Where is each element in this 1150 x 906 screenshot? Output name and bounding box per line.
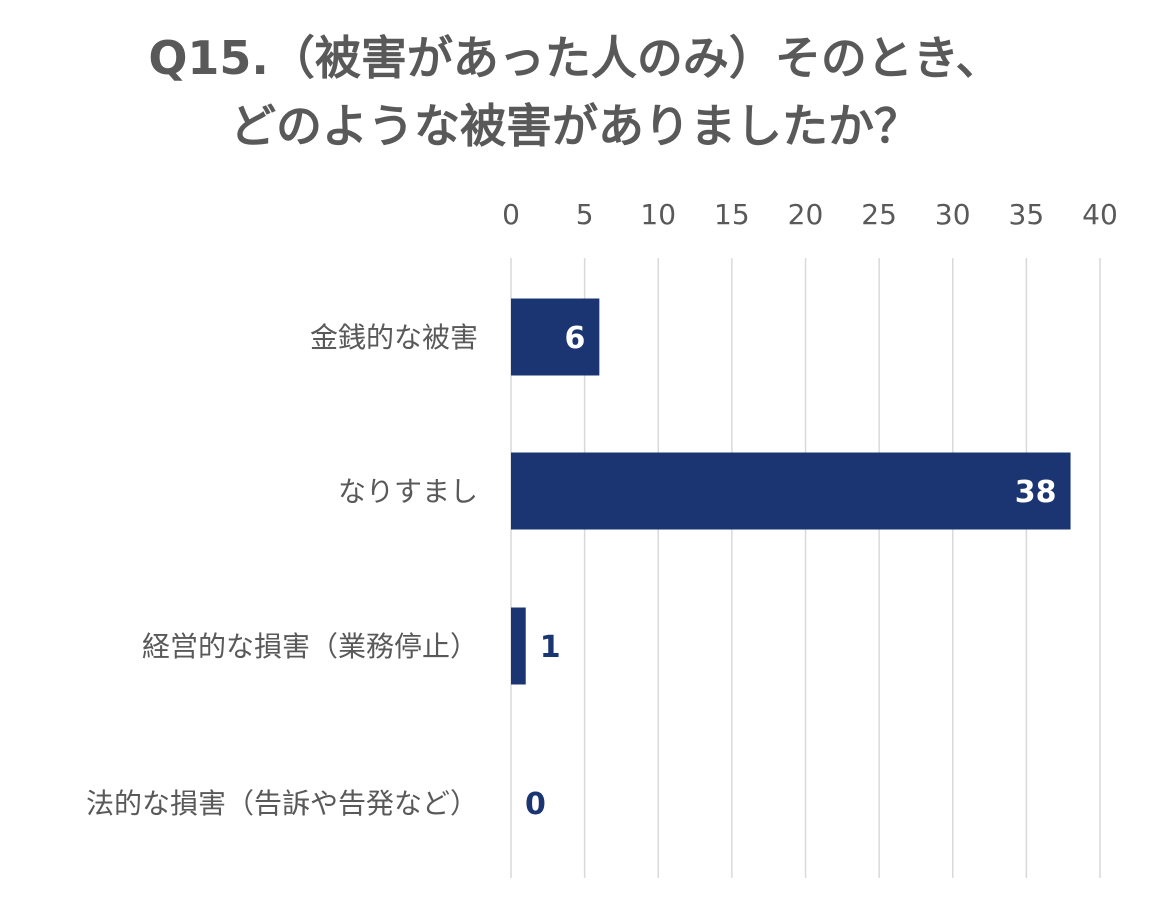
x-tick-label: 20 xyxy=(788,198,824,231)
x-tick-label: 25 xyxy=(861,198,897,231)
x-tick-label: 40 xyxy=(1082,198,1118,231)
x-tick-label: 0 xyxy=(502,198,520,231)
x-tick-label: 5 xyxy=(576,198,594,231)
x-tick-label: 30 xyxy=(935,198,971,231)
x-tick-label: 10 xyxy=(640,198,676,231)
data-label: 38 xyxy=(1015,475,1057,510)
bar xyxy=(511,607,526,685)
chart-title-line-1: Q15.（被害があった人のみ）そのとき、 xyxy=(148,31,1002,85)
x-tick-label: 15 xyxy=(714,198,750,231)
data-label: 0 xyxy=(525,787,546,822)
category-label: 法的な損害（告訴や告発など） xyxy=(86,787,478,820)
bar xyxy=(511,452,1071,530)
category-label: なりすまし xyxy=(338,475,478,508)
category-label: 金銭的な被害 xyxy=(310,321,478,354)
chart-title-line-2: どのような被害がありましたか？ xyxy=(230,99,920,153)
data-label: 6 xyxy=(564,321,585,356)
bar xyxy=(511,298,600,376)
x-tick-label: 35 xyxy=(1009,198,1045,231)
data-label: 1 xyxy=(540,630,561,665)
category-label: 経営的な損害（業務停止） xyxy=(142,630,478,663)
